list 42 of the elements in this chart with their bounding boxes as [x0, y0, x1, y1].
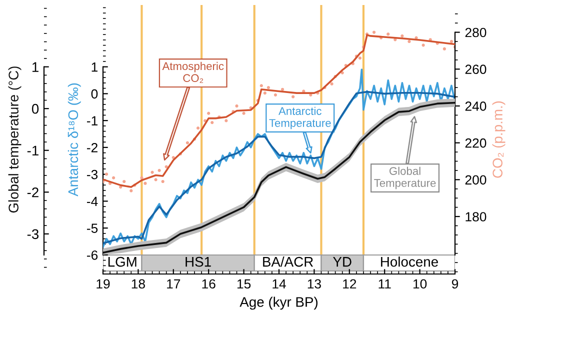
- x-axis-title: Age (kyr BP): [240, 296, 318, 310]
- x-tick-label: 10: [413, 279, 427, 289]
- x-tick-label: 13: [308, 279, 321, 289]
- x-tick-label: 19: [96, 279, 110, 289]
- y3-tick-label: -1: [27, 146, 38, 156]
- y3-tick-label: -2: [27, 187, 38, 198]
- band-label: YD: [333, 257, 352, 267]
- band-label: HS1: [186, 256, 211, 267]
- band-label: BA/ACR: [263, 256, 314, 267]
- x-tick-label: 12: [343, 279, 356, 288]
- x-tick-label: 11: [378, 279, 391, 288]
- y2-tick-label: 200: [465, 175, 486, 185]
- y-tick-label: -1: [86, 116, 98, 126]
- band-label: Holocene: [381, 256, 438, 267]
- x-tick-label: 14: [272, 279, 286, 288]
- y2-tick-label: 280: [465, 28, 486, 38]
- x-tick-label: 18: [132, 279, 145, 289]
- x-tick-label: 16: [202, 279, 216, 289]
- y-tick-label: 0: [91, 89, 98, 99]
- y3-axis-title: Global temperature (°C): [8, 66, 22, 213]
- x-tick-label: 9: [452, 279, 458, 289]
- y2-axis-title: CO₂ (p.p.m.): [492, 101, 506, 178]
- y-tick-label: -6: [86, 250, 98, 260]
- y2-tick-label: 260: [465, 64, 486, 74]
- y2-tick-label: 220: [465, 138, 486, 148]
- y2-tick-label: 240: [465, 102, 486, 111]
- y-tick-label: -3: [86, 170, 98, 180]
- y2-tick-label: 180: [466, 212, 486, 222]
- annotation: Antarctic Temperature: [269, 106, 331, 130]
- annotation: Global Temperature: [374, 166, 436, 190]
- y-tick-label: -2: [86, 142, 98, 152]
- y-tick-label: 1: [92, 62, 98, 72]
- x-tick-label: 17: [167, 279, 180, 288]
- annotation: Atmospheric CO₂: [162, 62, 224, 83]
- y3-tick-label: 0: [32, 104, 39, 114]
- y-axis-title: Antarctic δ¹⁸O (‰): [68, 83, 81, 196]
- x-tick-label: 15: [237, 279, 251, 289]
- y3-tick-label: -3: [27, 229, 39, 240]
- y-tick-label: -4: [86, 196, 98, 206]
- band-label: LGM: [108, 256, 136, 267]
- y-tick-label: -5: [86, 224, 98, 233]
- y3-tick-label: 1: [32, 62, 38, 72]
